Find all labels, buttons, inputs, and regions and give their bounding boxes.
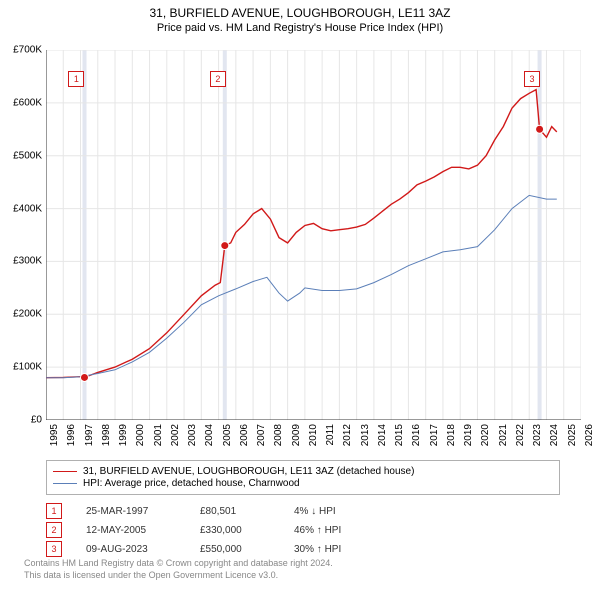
y-tick-label: £100K (2, 362, 42, 373)
event-price: £80,501 (200, 506, 270, 517)
event-pct: 4% ↓ HPI (294, 506, 384, 517)
y-tick-label: £600K (2, 97, 42, 108)
x-tick-label: 1995 (49, 424, 60, 454)
event-date: 12-MAY-2005 (86, 525, 176, 536)
event-row: 3 09-AUG-2023 £550,000 30% ↑ HPI (46, 541, 384, 557)
y-tick-label: £400K (2, 203, 42, 214)
x-tick-label: 2012 (342, 424, 353, 454)
event-price: £550,000 (200, 544, 270, 555)
x-tick-label: 2016 (411, 424, 422, 454)
y-tick-label: £500K (2, 150, 42, 161)
x-tick-label: 2011 (325, 424, 336, 454)
x-tick-label: 2013 (360, 424, 371, 454)
x-tick-label: 2003 (187, 424, 198, 454)
x-tick-label: 2009 (291, 424, 302, 454)
x-tick-label: 2021 (498, 424, 509, 454)
event-price: £330,000 (200, 525, 270, 536)
x-tick-label: 2018 (446, 424, 457, 454)
chart-subtitle: Price paid vs. HM Land Registry's House … (0, 20, 600, 34)
legend-label: HPI: Average price, detached house, Char… (83, 478, 300, 489)
event-date: 25-MAR-1997 (86, 506, 176, 517)
event-marker-icon: 1 (46, 503, 62, 519)
x-tick-label: 2015 (394, 424, 405, 454)
marker-box-icon: 3 (524, 71, 540, 87)
event-pct: 30% ↑ HPI (294, 544, 384, 555)
x-tick-label: 2022 (515, 424, 526, 454)
x-tick-label: 1996 (66, 424, 77, 454)
x-tick-label: 2024 (549, 424, 560, 454)
x-tick-label: 2017 (429, 424, 440, 454)
chart-container: 31, BURFIELD AVENUE, LOUGHBOROUGH, LE11 … (0, 0, 600, 590)
legend-label: 31, BURFIELD AVENUE, LOUGHBOROUGH, LE11 … (83, 466, 414, 477)
chart-area (46, 50, 581, 420)
event-marker-icon: 3 (46, 541, 62, 557)
x-tick-label: 1998 (101, 424, 112, 454)
event-pct: 46% ↑ HPI (294, 525, 384, 536)
footer-attribution: Contains HM Land Registry data © Crown c… (24, 558, 333, 581)
legend: 31, BURFIELD AVENUE, LOUGHBOROUGH, LE11 … (46, 460, 560, 495)
x-tick-label: 2026 (584, 424, 595, 454)
event-marker-icon: 2 (46, 522, 62, 538)
x-tick-label: 2019 (463, 424, 474, 454)
x-tick-label: 1997 (84, 424, 95, 454)
chart-title: 31, BURFIELD AVENUE, LOUGHBOROUGH, LE11 … (0, 0, 600, 20)
x-tick-label: 2004 (204, 424, 215, 454)
x-tick-label: 2008 (273, 424, 284, 454)
x-tick-label: 2007 (256, 424, 267, 454)
plot-svg (46, 50, 581, 420)
footer-line: Contains HM Land Registry data © Crown c… (24, 558, 333, 570)
legend-item: 31, BURFIELD AVENUE, LOUGHBOROUGH, LE11 … (53, 466, 553, 477)
legend-item: HPI: Average price, detached house, Char… (53, 478, 553, 489)
x-tick-label: 2002 (170, 424, 181, 454)
x-tick-label: 2010 (308, 424, 319, 454)
y-tick-label: £200K (2, 309, 42, 320)
y-tick-label: £300K (2, 256, 42, 267)
legend-line-icon (53, 471, 77, 472)
x-tick-label: 2020 (480, 424, 491, 454)
x-tick-label: 2006 (239, 424, 250, 454)
y-tick-label: £700K (2, 45, 42, 56)
y-tick-label: £0 (2, 415, 42, 426)
x-tick-label: 1999 (118, 424, 129, 454)
event-date: 09-AUG-2023 (86, 544, 176, 555)
x-tick-label: 2023 (532, 424, 543, 454)
marker-box-icon: 1 (68, 71, 84, 87)
x-tick-label: 2005 (222, 424, 233, 454)
x-tick-label: 2025 (567, 424, 578, 454)
legend-line-icon (53, 483, 77, 484)
x-tick-label: 2000 (135, 424, 146, 454)
events-table: 1 25-MAR-1997 £80,501 4% ↓ HPI 2 12-MAY-… (46, 500, 384, 560)
event-row: 2 12-MAY-2005 £330,000 46% ↑ HPI (46, 522, 384, 538)
footer-line: This data is licensed under the Open Gov… (24, 570, 333, 582)
x-tick-label: 2014 (377, 424, 388, 454)
x-tick-label: 2001 (153, 424, 164, 454)
event-row: 1 25-MAR-1997 £80,501 4% ↓ HPI (46, 503, 384, 519)
marker-box-icon: 2 (210, 71, 226, 87)
